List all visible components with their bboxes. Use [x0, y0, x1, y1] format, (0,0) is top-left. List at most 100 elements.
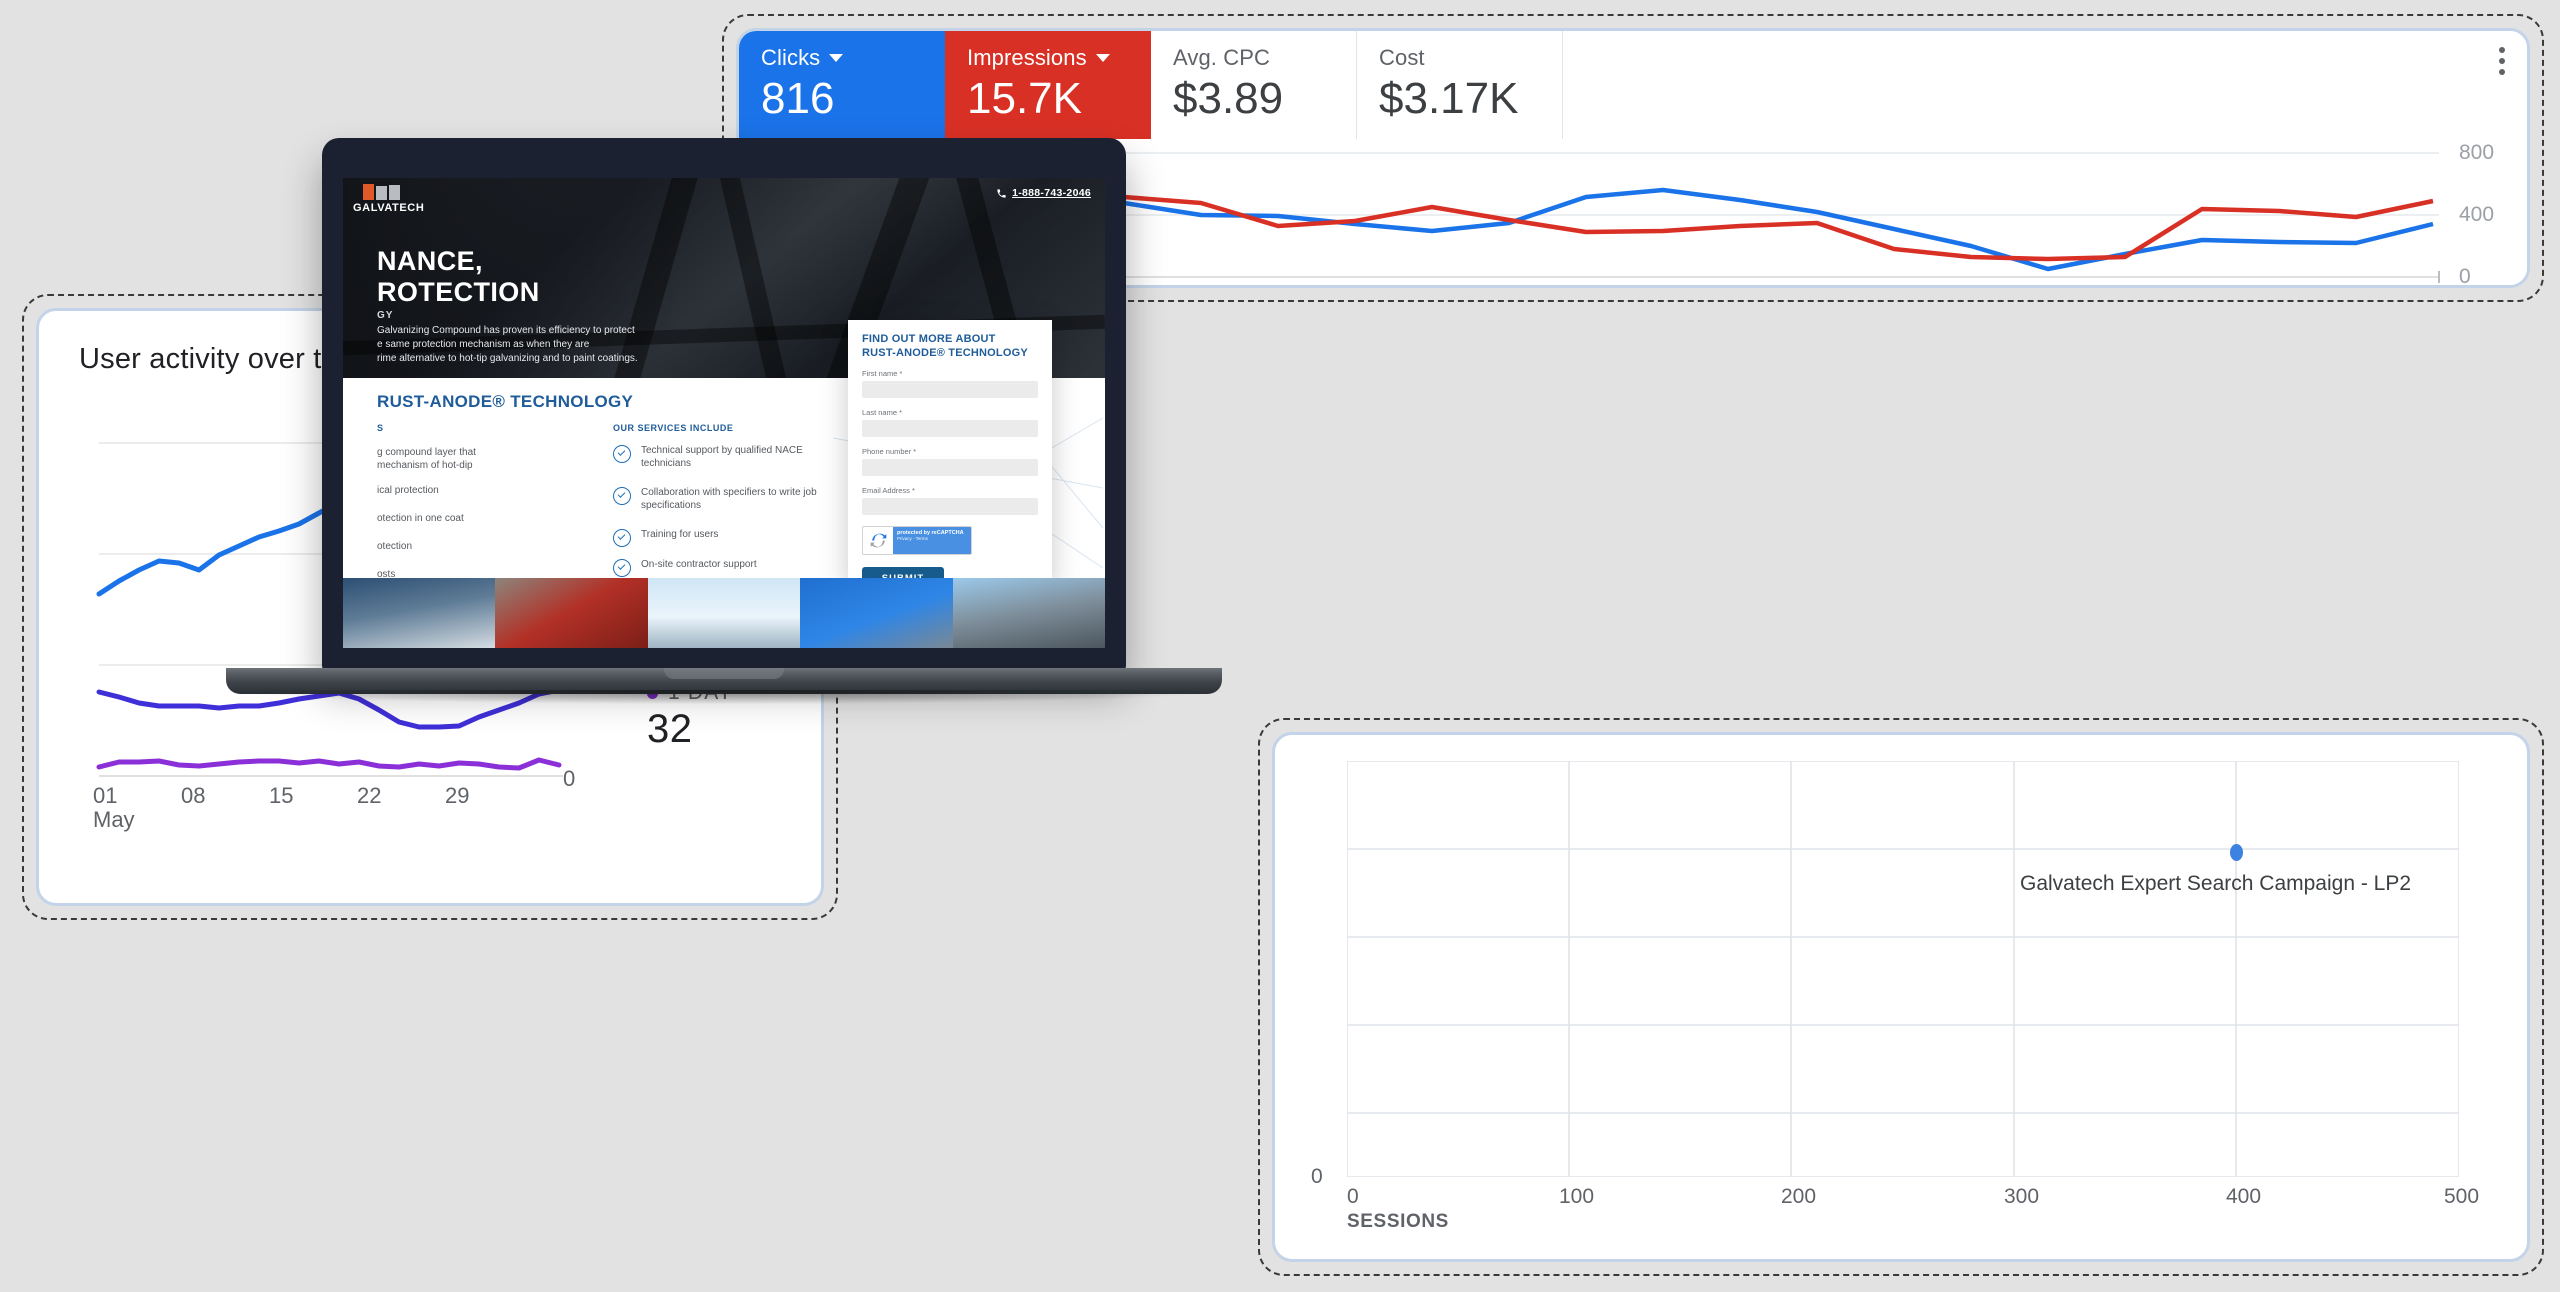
scorecard-clicks[interactable]: Clicks 816	[739, 31, 945, 139]
kebab-menu-icon[interactable]	[2499, 47, 2505, 75]
laptop-mockup: GALVATECH 1-888-743-2046 NANCE,	[226, 138, 1222, 704]
last-name-label: Last name *	[862, 408, 903, 417]
service-item: Technical support by qualified NACE tech…	[613, 444, 823, 470]
service-label: Training for users	[641, 529, 719, 540]
top-chart-ytick-400: 400	[2459, 203, 2495, 226]
benefit-item: osts	[377, 569, 396, 580]
ua-xtick-01: 01	[93, 783, 118, 808]
scatter-ytick-0: 0	[1311, 1165, 1323, 1188]
recaptcha-text: protected by reCAPTCHA	[897, 530, 964, 536]
scorecard-impressions[interactable]: Impressions 15.7K	[945, 31, 1151, 139]
hero-title: NANCE, ROTECTION	[377, 246, 540, 308]
hero-paragraph-line2: e same protection mechanism as when they…	[377, 339, 590, 350]
recaptcha-text-block: protected by reCAPTCHA Privacy - Terms	[893, 527, 971, 554]
recaptcha-links[interactable]: Privacy - Terms	[897, 536, 928, 541]
scatter-xtick-100: 100	[1559, 1185, 1595, 1208]
scatter-point[interactable]	[2230, 844, 2243, 861]
top-chart-ytick-0: 0	[2459, 265, 2471, 288]
scorecard-impressions-label: Impressions	[967, 45, 1087, 70]
check-circle-icon	[613, 487, 631, 505]
scorecard-spacer	[1563, 31, 2527, 139]
scatter-xtick-0: 0	[1347, 1185, 1359, 1208]
ua-ytick-0: 0	[563, 766, 576, 791]
scorecard-cost-value: $3.17K	[1379, 74, 1519, 123]
scorecard-clicks-value: 816	[761, 74, 835, 123]
photo-bridge	[952, 578, 1105, 648]
website-preview: GALVATECH 1-888-743-2046 NANCE,	[343, 178, 1105, 648]
top-chart-ytick-800: 800	[2459, 141, 2495, 164]
phone-number-label: Phone number *	[862, 447, 917, 456]
check-circle-icon	[613, 529, 631, 547]
hero-title-line2: ROTECTION	[377, 277, 540, 307]
email-address-input[interactable]	[862, 498, 1038, 515]
photo-truck	[495, 578, 648, 648]
service-item: On-site contractor support	[613, 558, 823, 577]
galvatech-logo[interactable]: GALVATECH	[353, 184, 424, 214]
phone-number-input[interactable]	[862, 459, 1038, 476]
sessions-scatter-svg	[1346, 760, 2460, 1178]
scorecard-impressions-value: 15.7K	[967, 74, 1082, 123]
benefit-item: ical protection	[377, 485, 439, 496]
service-item: Training for users	[613, 528, 823, 547]
services-heading: OUR SERVICES INCLUDE	[613, 423, 734, 433]
first-name-input[interactable]	[862, 381, 1038, 398]
section-title: RUST-ANODE® TECHNOLOGY	[377, 392, 634, 411]
service-label: On-site contractor support	[641, 559, 757, 570]
photo-strip	[343, 578, 1105, 648]
chevron-down-icon[interactable]	[1095, 54, 1110, 62]
logo-text: GALVATECH	[353, 202, 425, 214]
phone-link[interactable]: 1-888-743-2046	[996, 187, 1091, 199]
laptop-screen: GALVATECH 1-888-743-2046 NANCE,	[343, 178, 1105, 648]
page-title: User activity over time	[79, 343, 369, 375]
laptop-base	[226, 668, 1222, 694]
service-label: Technical support by qualified NACE tech…	[641, 445, 803, 469]
ua-xtick-29: 29	[445, 783, 470, 808]
hero-title-line1: NANCE,	[377, 246, 483, 276]
sessions-scatter-plot: Galvatech Expert Search Campaign - LP2 0…	[1311, 760, 2479, 1232]
photo-boat	[343, 578, 496, 648]
recaptcha-badge[interactable]: protected by reCAPTCHA Privacy - Terms	[862, 526, 972, 555]
benefit-item: otection in one coat	[377, 513, 464, 524]
form-title-line2: RUST-ANODE® TECHNOLOGY	[862, 347, 1028, 359]
photo-tower	[800, 578, 953, 648]
scorecard-avg-cpc-label-row: Avg. CPC	[1173, 45, 1334, 71]
benefit-item: otection	[377, 541, 413, 552]
form-title: FIND OUT MORE ABOUT RUST-ANODE® TECHNOLO…	[862, 332, 1038, 360]
scorecard-impressions-label-row: Impressions	[967, 45, 1129, 71]
website-nav: GALVATECH 1-888-743-2046	[343, 178, 1105, 214]
form-title-line1: FIND OUT MORE ABOUT	[862, 333, 996, 345]
scatter-xtick-300: 300	[2004, 1185, 2040, 1208]
hero-paragraph: Galvanizing Compound has proven its effi…	[377, 324, 807, 366]
scatter-point-label: Galvatech Expert Search Campaign - LP2	[2020, 872, 2412, 895]
scatter-xtick-400: 400	[2226, 1185, 2262, 1208]
scatter-xtick-500: 500	[2444, 1185, 2480, 1208]
scorecard-clicks-label: Clicks	[761, 45, 821, 70]
service-item: Collaboration with specifiers to write j…	[613, 486, 823, 512]
hero-paragraph-line3: rime alternative to hot-tip galvanizing …	[377, 353, 638, 364]
scatter-xtick-200: 200	[1781, 1185, 1817, 1208]
recaptcha-icon	[863, 527, 893, 554]
lead-capture-form: FIND OUT MORE ABOUT RUST-ANODE® TECHNOLO…	[848, 320, 1052, 590]
sessions-scatter-card: Galvatech Expert Search Campaign - LP2 0…	[1272, 732, 2530, 1262]
phone-number: 1-888-743-2046	[1012, 187, 1091, 199]
hero-eyebrow: GY	[377, 310, 394, 321]
recaptcha-arrows-icon	[870, 533, 886, 548]
logo-bars-icon	[363, 184, 424, 200]
scorecard-avg-cpc[interactable]: Avg. CPC $3.89	[1151, 31, 1357, 139]
benefits-heading: S	[377, 423, 384, 433]
email-address-label: Email Address *	[862, 486, 915, 495]
chevron-down-icon[interactable]	[829, 54, 844, 62]
scorecard-cost-label: Cost	[1379, 45, 1425, 70]
scorecard-clicks-label-row: Clicks	[761, 45, 923, 71]
scorecard-cost[interactable]: Cost $3.17K	[1357, 31, 1563, 139]
last-name-input[interactable]	[862, 420, 1038, 437]
legend-1-day-value: 32	[647, 707, 693, 751]
check-circle-icon	[613, 445, 631, 463]
ua-xtick-22: 22	[357, 783, 382, 808]
first-name-label: First name *	[862, 369, 903, 378]
scorecard-row: Clicks 816 Impressions 15.7K Avg. CPC $3…	[739, 31, 2527, 139]
photo-sky	[647, 578, 801, 648]
laptop-lid: GALVATECH 1-888-743-2046 NANCE,	[322, 138, 1126, 670]
ua-xaxis-month: May	[93, 807, 135, 832]
